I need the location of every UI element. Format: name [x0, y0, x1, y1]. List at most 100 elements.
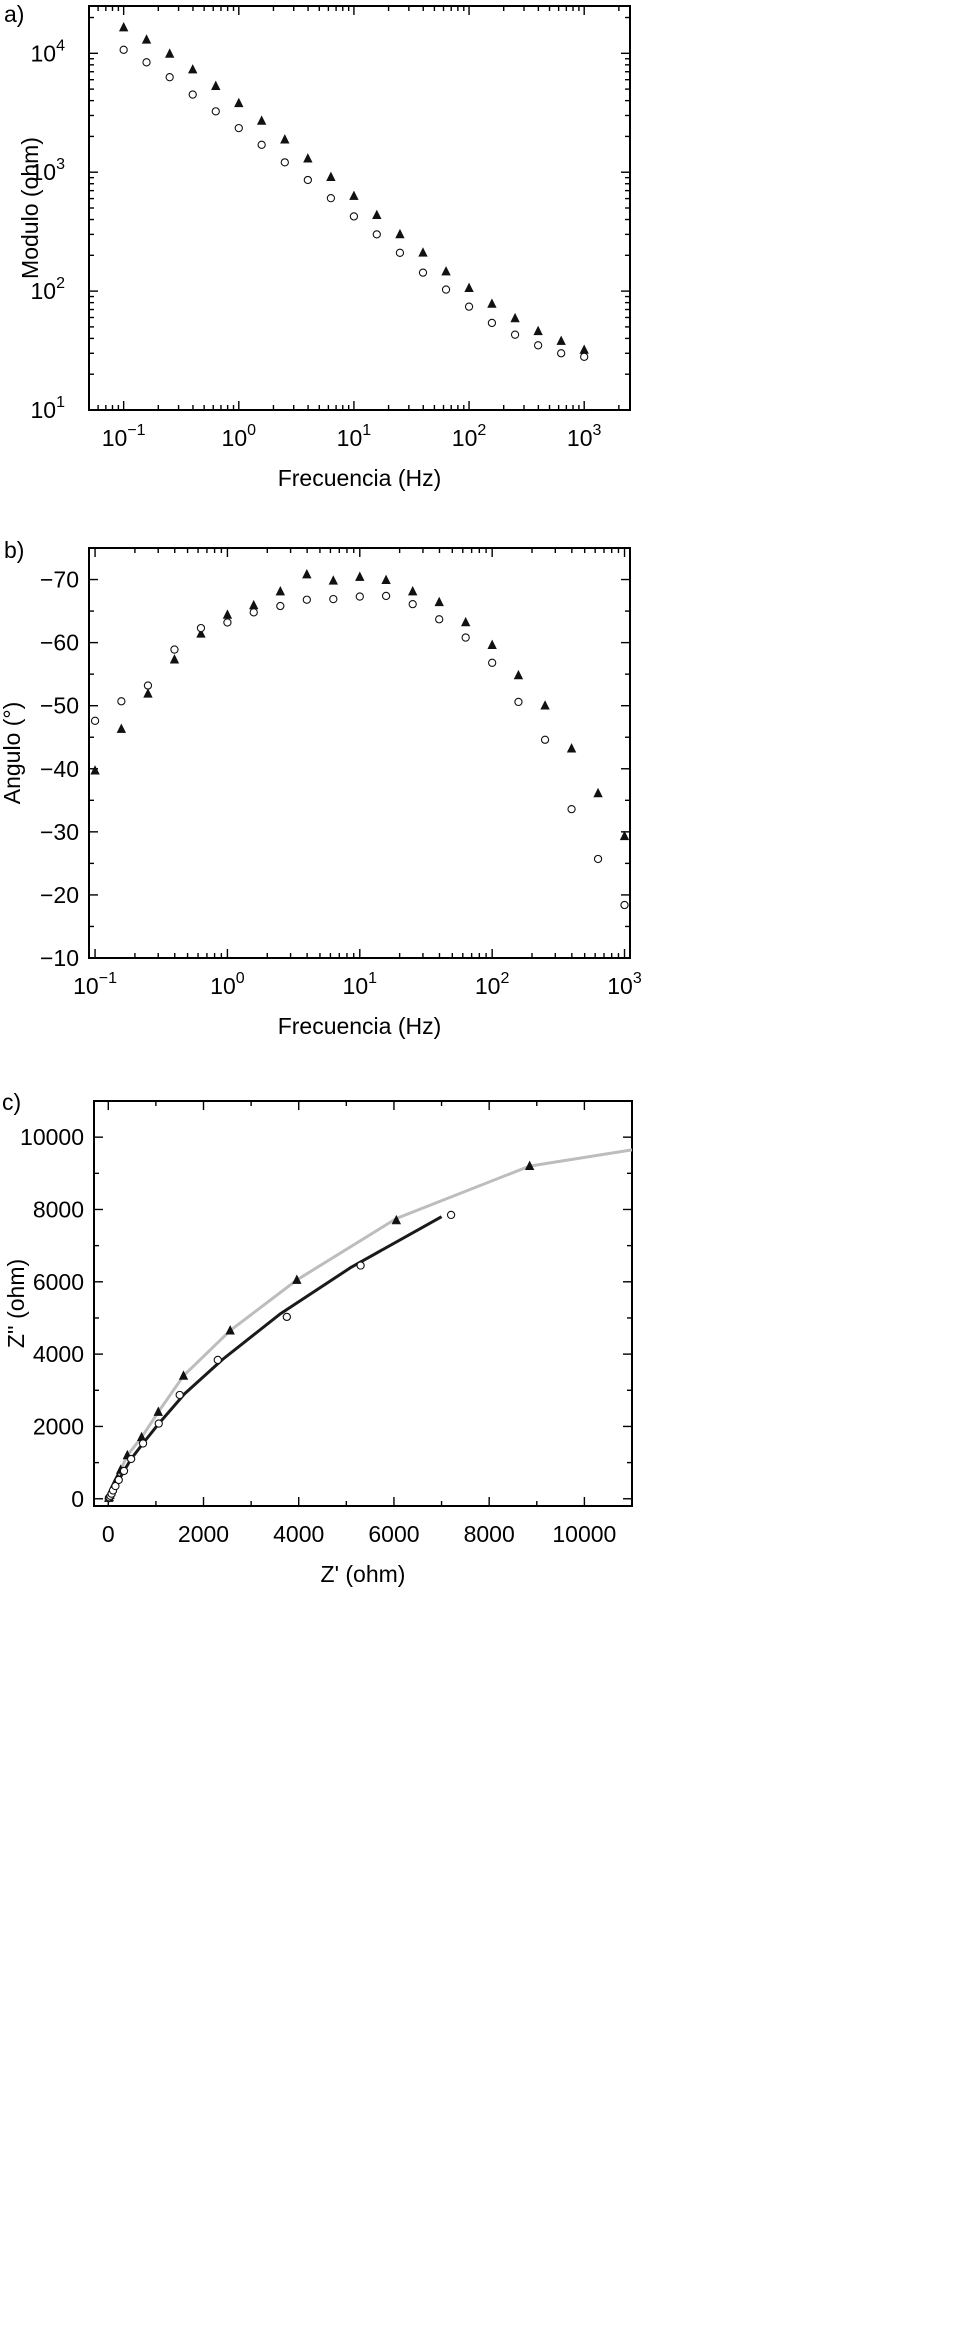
x-tick-label: 6000	[368, 1521, 419, 1547]
chart-panel-a: a)10−1 100 101 102 103101102103104Frecuencia…	[4, 1, 631, 491]
y-tick-label: −40	[40, 756, 79, 782]
plot-frame	[88, 5, 631, 411]
y-tick-base: 10	[31, 159, 57, 185]
y-tick-label: 10000	[20, 1124, 84, 1150]
y-tick-base: 10	[31, 40, 57, 66]
chart-panel-c: c) 0 2000 4000 6000 8000 10000 0 2000 4000 6000 800…	[2, 1089, 633, 1587]
data-point-triangle	[524, 1160, 535, 1170]
x-tick-label: 10−1	[102, 422, 146, 451]
y-tick-label: 102	[31, 275, 66, 304]
data-point-circle	[514, 697, 523, 707]
data-point-triangle	[234, 97, 244, 108]
data-point-circle	[395, 248, 405, 257]
data-point-circle	[580, 352, 589, 361]
y-tick-label: −60	[40, 630, 79, 656]
x-tick-base: 10	[222, 425, 248, 451]
data-point-triangle	[303, 153, 313, 163]
data-point-circle	[114, 1475, 123, 1485]
data-point-circle	[282, 1312, 291, 1322]
x-tick-label: 103	[567, 422, 602, 451]
data-point-triangle	[178, 1370, 189, 1380]
data-point-triangle	[510, 312, 520, 323]
data-point-triangle	[464, 282, 474, 292]
x-tick-base: 10	[337, 425, 363, 451]
x-tick-label: 2000	[178, 1521, 229, 1547]
data-point-triangle	[118, 21, 129, 32]
data-point-circle	[111, 1481, 120, 1491]
data-point-triangle	[408, 586, 418, 596]
y-tick-label: 0	[71, 1486, 84, 1512]
x-tick-exponent: −1	[127, 422, 145, 439]
y-tick-exponent: 4	[56, 37, 65, 54]
y-tick-label: 2000	[33, 1413, 84, 1439]
data-point-circle	[211, 107, 220, 116]
x-tick-exponent: 3	[593, 422, 602, 439]
y-tick-label: 4000	[33, 1341, 84, 1367]
series-0	[118, 21, 589, 354]
y-tick-exponent: 2	[56, 275, 65, 292]
data-point-triangle	[349, 190, 359, 200]
x-tick-label: 102	[475, 970, 510, 999]
fit-line	[107, 1148, 632, 1499]
data-point-circle	[188, 90, 197, 99]
data-point-triangle	[487, 298, 497, 308]
data-point-circle	[170, 645, 179, 654]
x-tick-base: 10	[343, 973, 369, 999]
data-point-triangle	[256, 115, 267, 125]
x-tick-label: 103	[607, 970, 642, 999]
plot-frame	[88, 547, 631, 959]
chart-panel-b: b)10−1 100 101 102 103−10−20−30−40−50−60−70F…	[0, 537, 642, 1039]
data-point-circle	[533, 341, 543, 350]
y-axis-label: Angulo (°)	[0, 702, 25, 805]
data-point-triangle	[556, 335, 566, 345]
y-axis-label: Z'' (ohm)	[3, 1259, 29, 1348]
x-tick-label: 101	[343, 970, 378, 999]
x-tick-label: 100	[210, 970, 245, 999]
y-tick-label: −30	[40, 819, 79, 845]
series-1	[90, 591, 629, 910]
data-point-circle	[418, 268, 428, 277]
data-point-circle	[349, 212, 359, 221]
data-point-triangle	[225, 1325, 235, 1335]
data-point-triangle	[169, 654, 180, 664]
x-axis-label: Frecuencia (Hz)	[278, 465, 442, 491]
x-tick-exponent: 3	[633, 970, 642, 987]
x-tick-label: 102	[452, 422, 487, 451]
data-point-circle	[143, 681, 153, 690]
data-point-triangle	[116, 723, 127, 733]
data-point-triangle	[211, 80, 221, 90]
data-point-circle	[408, 599, 417, 609]
panel-label: c)	[2, 1089, 21, 1115]
data-point-triangle	[461, 616, 471, 627]
data-point-triangle	[141, 34, 152, 44]
data-point-triangle	[391, 1214, 402, 1225]
y-tick-label: −10	[40, 945, 79, 971]
data-point-circle	[280, 158, 289, 167]
data-point-triangle	[275, 586, 286, 596]
y-tick-exponent: 3	[56, 156, 65, 173]
x-tick-label: 0	[102, 1521, 115, 1547]
x-tick-label: 10000	[552, 1521, 616, 1547]
data-point-circle	[356, 1261, 365, 1270]
data-point-circle	[620, 900, 629, 910]
data-point-triangle	[153, 1406, 163, 1416]
data-point-circle	[557, 349, 566, 358]
data-point-triangle	[90, 765, 100, 775]
y-axis-label: Modulo (ohm)	[17, 137, 43, 279]
x-tick-base: 10	[567, 425, 593, 451]
y-tick-label: −70	[40, 567, 79, 593]
data-point-triangle	[441, 266, 451, 276]
data-point-triangle	[355, 571, 365, 581]
series-1	[104, 1210, 456, 1503]
data-point-triangle	[249, 599, 259, 610]
data-point-triangle	[540, 700, 550, 710]
x-axis-label: Z' (ohm)	[321, 1561, 406, 1587]
data-point-circle	[567, 804, 576, 814]
data-point-triangle	[222, 609, 233, 619]
data-point-circle	[234, 123, 243, 133]
panel-label: b)	[4, 537, 24, 563]
data-point-triangle	[566, 743, 577, 753]
y-tick-label: −20	[40, 882, 79, 908]
y-tick-label: 6000	[33, 1269, 84, 1295]
data-point-circle	[302, 595, 311, 604]
